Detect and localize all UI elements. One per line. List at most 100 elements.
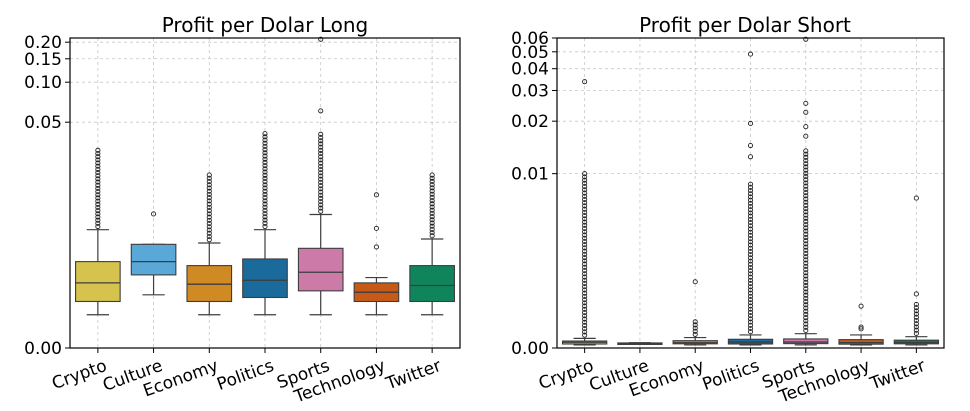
outlier-point (913, 195, 919, 201)
outlier-point (858, 326, 864, 332)
outlier-point (429, 210, 435, 216)
outlier-point (803, 267, 809, 273)
outlier-point (803, 190, 809, 196)
outlier-point (747, 290, 754, 296)
outlier-point (206, 230, 212, 236)
outlier-point (262, 153, 268, 159)
outlier-point (582, 196, 588, 203)
outlier-point (582, 219, 588, 225)
outlier-point (913, 305, 919, 311)
outlier-point (95, 150, 101, 157)
outlier-point (747, 284, 754, 290)
outlier-point (582, 261, 588, 267)
outlier-point (582, 280, 588, 287)
y-tick-label: 0.04 (511, 60, 549, 80)
outlier-point (206, 182, 212, 188)
outlier-point (747, 255, 754, 261)
outlier-point (262, 169, 268, 175)
outlier-point (803, 109, 809, 115)
outlier-point (747, 154, 754, 160)
outlier-point (747, 297, 754, 303)
x-tick-label: Politics (214, 356, 276, 395)
outlier-point (318, 176, 324, 182)
outlier-point (803, 254, 809, 260)
outlier-point (803, 279, 809, 285)
outlier-point (803, 289, 809, 295)
outlier-point (803, 154, 809, 160)
outlier-point (262, 188, 268, 194)
outlier-point (913, 321, 919, 327)
outlier-point (582, 274, 588, 280)
outlier-point (803, 263, 809, 269)
outlier-point (803, 148, 809, 154)
outlier-point (803, 186, 809, 192)
outlier-point (262, 185, 268, 191)
outlier-point (318, 183, 324, 189)
outlier-point (95, 185, 101, 191)
outlier-point (803, 273, 809, 279)
outlier-point (95, 204, 101, 211)
outlier-point (803, 228, 809, 234)
outlier-point (318, 202, 324, 208)
outlier-point (747, 303, 754, 309)
outlier-point (262, 166, 268, 172)
outlier-point (747, 252, 754, 258)
outlier-point (206, 227, 212, 233)
outlier-point (913, 311, 919, 317)
outlier-point (95, 154, 101, 160)
outlier-point (582, 238, 588, 245)
outlier-point (206, 195, 212, 201)
outlier-point (95, 176, 101, 182)
outlier-point (803, 231, 809, 237)
outlier-point (803, 324, 809, 330)
y-ticks-short: 0.00 0.01 0.02 0.030.040.050.06 (511, 29, 557, 359)
box-twitter (409, 172, 455, 316)
outlier-point (692, 328, 698, 334)
box-sports (783, 36, 829, 346)
outlier-point (747, 329, 754, 335)
outlier-point (747, 236, 754, 242)
x-tick-label: Crypto (536, 356, 596, 394)
outlier-point (262, 131, 268, 137)
outlier-point (803, 234, 809, 241)
outlier-point (747, 268, 754, 274)
outlier-point (803, 196, 809, 202)
outlier-point (747, 197, 754, 203)
outlier-point (318, 205, 324, 211)
outlier-point (582, 174, 588, 180)
outlier-point (582, 258, 588, 264)
outlier-point (803, 302, 809, 308)
outlier-point (429, 188, 435, 194)
outlier-point (318, 131, 324, 137)
outlier-point (373, 244, 379, 250)
box-crypto (75, 147, 121, 316)
outlier-point (747, 223, 754, 229)
outlier-point (318, 160, 324, 166)
outlier-point (803, 199, 809, 205)
outlier-point (747, 216, 754, 222)
outlier-point (318, 151, 324, 157)
outlier-point (692, 325, 698, 331)
outlier-point (429, 207, 435, 213)
outlier-point (582, 226, 588, 232)
outlier-point (747, 248, 754, 255)
outlier-point (206, 233, 212, 240)
outlier-point (747, 200, 754, 206)
outlier-point (318, 186, 324, 192)
outlier-point (803, 299, 809, 305)
outlier-point (262, 195, 268, 201)
outlier-point (803, 225, 809, 231)
outlier-point (803, 257, 809, 263)
outlier-point (582, 251, 588, 257)
outlier-point (747, 184, 754, 190)
outlier-point (803, 180, 809, 186)
box-politics (727, 51, 774, 346)
y-ticks-long: 0.00 0.05 0.10 0.150.20 (24, 33, 70, 359)
outlier-point (95, 198, 101, 204)
outlier-point (429, 226, 435, 232)
outlier-point (582, 206, 588, 212)
outlier-point (95, 223, 101, 230)
outlier-point (747, 191, 754, 197)
outlier-point (582, 180, 588, 186)
outlier-point (318, 144, 324, 150)
